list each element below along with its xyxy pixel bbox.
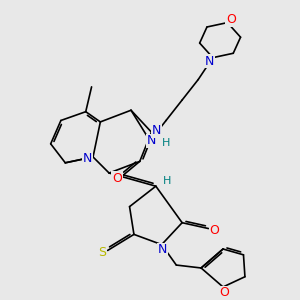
Text: S: S: [98, 246, 106, 259]
Text: O: O: [112, 172, 122, 185]
Text: N: N: [147, 134, 156, 147]
Text: O: O: [220, 286, 230, 299]
Text: N: N: [152, 124, 161, 137]
Text: N: N: [158, 243, 167, 256]
Text: H: H: [163, 176, 171, 186]
Text: N: N: [83, 152, 92, 165]
Text: H: H: [162, 138, 170, 148]
Text: O: O: [209, 224, 219, 236]
Text: N: N: [205, 55, 214, 68]
Text: O: O: [226, 13, 236, 26]
